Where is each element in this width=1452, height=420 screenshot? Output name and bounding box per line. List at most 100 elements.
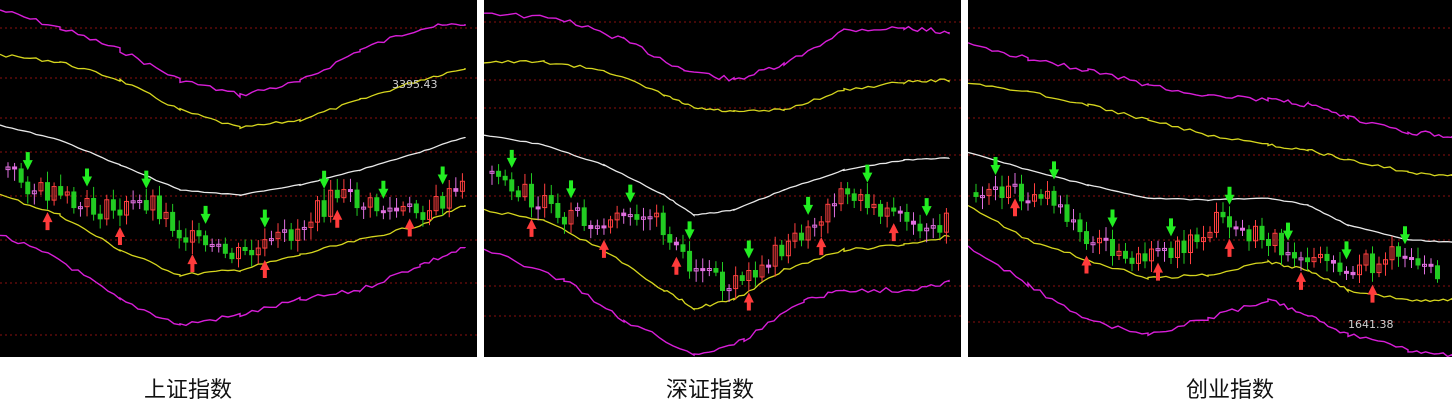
candle [1051,190,1057,206]
candle [143,200,149,211]
candle [1084,231,1089,245]
candle [1116,250,1122,256]
candle [189,230,195,243]
candle [759,264,765,278]
candle [156,195,162,220]
candle [529,183,535,208]
candle [980,195,985,199]
shanghai-chart: 3395.43 [0,9,477,336]
candle [1253,225,1258,242]
candle [262,239,268,249]
candle [183,237,189,243]
candle [420,212,426,220]
candle [1077,219,1083,233]
buy-arrow [42,212,53,231]
candle [818,221,824,226]
candle [700,268,706,272]
candle [308,221,314,228]
candle [1064,204,1070,222]
candle [680,244,686,252]
buy-arrow [526,218,537,237]
candle [1103,237,1109,241]
buy-arrow [888,223,899,242]
buy-arrow [1224,238,1235,257]
lower-inner-band-line [968,204,1452,303]
candle [354,189,360,209]
candle [1324,253,1330,262]
candle [561,216,567,225]
sell-arrow [1166,218,1176,237]
candle [367,197,373,208]
candle [1285,252,1291,256]
sell-arrow [319,170,330,189]
candle [1188,234,1193,254]
candle [1422,263,1427,267]
candle [328,189,334,217]
candle [196,230,202,237]
candle [993,186,998,190]
buy-arrow [187,254,198,273]
candle [522,183,528,198]
candle [930,225,936,229]
candle [575,207,581,211]
candle [515,190,521,198]
candle [548,195,554,204]
candle [1025,200,1031,204]
candle [555,202,561,218]
candle [288,229,294,241]
candle [255,247,261,256]
candle [1006,185,1011,199]
candle [1032,194,1037,202]
buy-arrow [1153,262,1163,281]
candle [229,252,235,260]
caption-chinext: 创业指数 [1185,378,1274,403]
candle [110,199,116,211]
candle [45,182,51,201]
price-annotation: 1641.38 [1348,318,1394,331]
candle [845,188,851,195]
candle [97,213,103,220]
candle [713,268,719,273]
candle [1194,234,1200,243]
candle [878,203,884,217]
candle [1409,257,1414,261]
candle [1214,211,1219,233]
sell-arrow [506,149,517,168]
candle [1357,264,1362,276]
candle [1318,253,1323,259]
sell-arrow [1341,241,1352,260]
candle [1311,257,1317,263]
candle [1402,255,1408,259]
caption-shanghai: 上证指数 [143,378,232,403]
sell-arrow [1283,222,1293,241]
candle [973,192,979,197]
candle [347,189,353,193]
candle [594,225,600,229]
candle [812,224,818,228]
candle [667,234,673,243]
upper-outer-band-line [484,12,950,82]
candle [176,229,182,239]
middle-average-line [0,124,466,197]
candle [627,214,633,218]
candle [25,181,31,195]
sell-arrow [1400,226,1410,245]
sell-arrow [803,196,814,215]
candle [614,212,620,221]
candle [568,209,574,225]
candle [917,223,923,232]
candle [374,197,380,212]
candle [1207,231,1213,239]
sell-arrow [862,164,873,183]
candle [150,195,156,211]
candle [858,194,864,201]
chart-panel-shenzhen [484,0,961,357]
candle [31,190,37,195]
candle [891,207,897,212]
candle [1227,216,1232,228]
candle [453,188,459,192]
candle [5,166,11,171]
candle [394,207,400,212]
chart-panel-chinext: 1641.38 [968,0,1452,357]
candle [1175,240,1180,258]
